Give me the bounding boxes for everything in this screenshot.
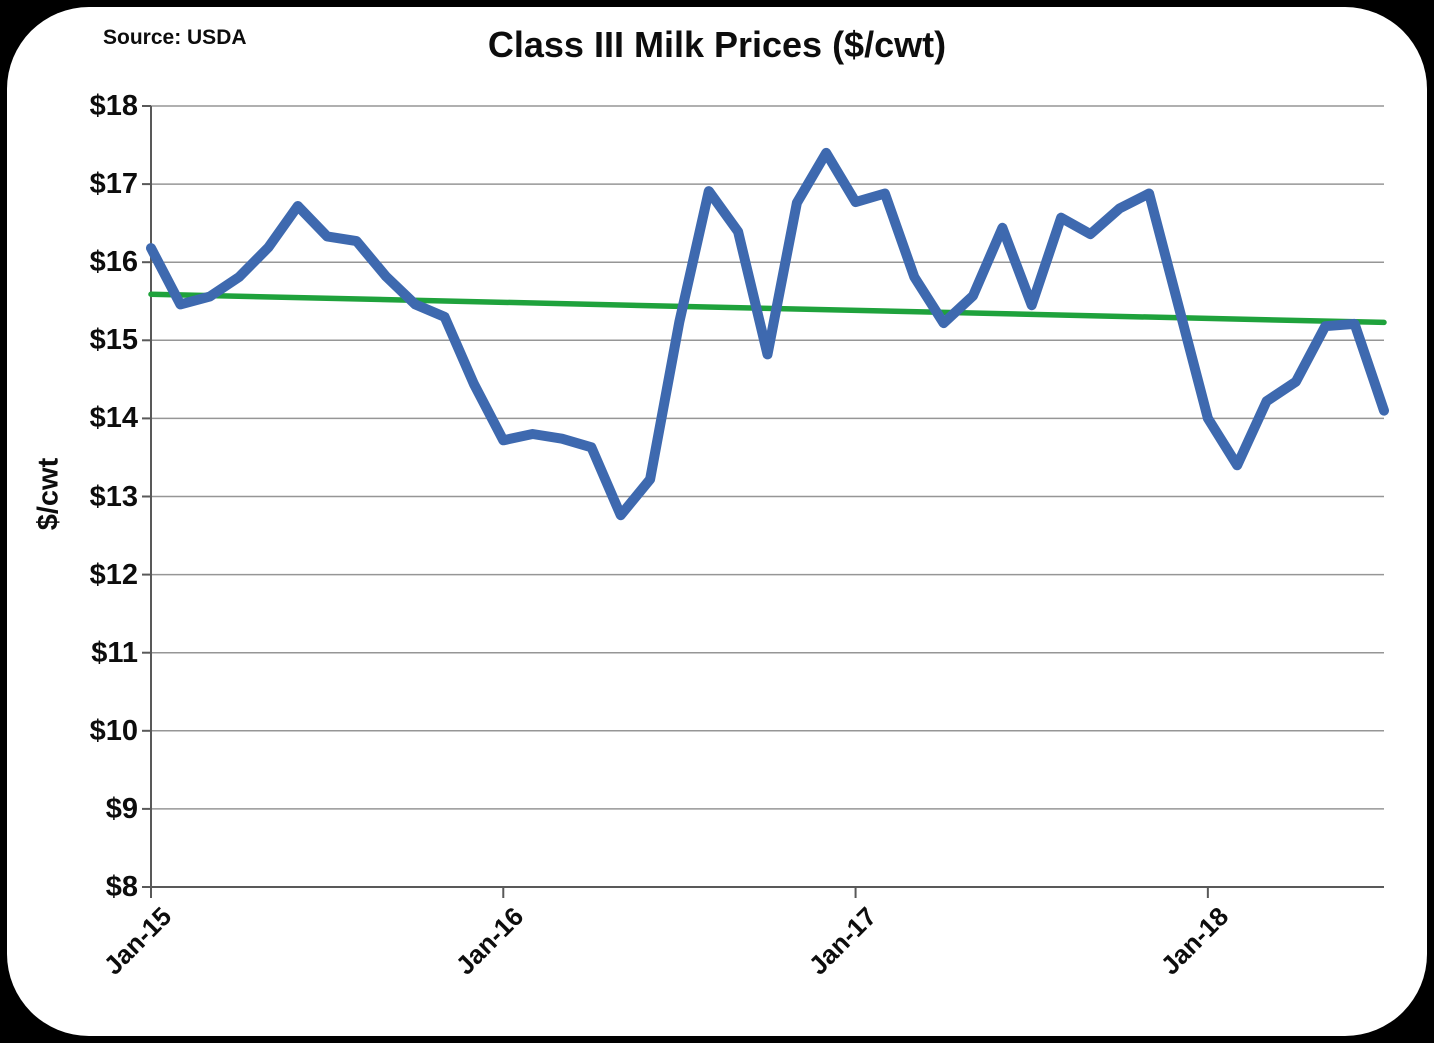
- y-tick-label: $15: [89, 324, 138, 357]
- source-note: Source: USDA: [103, 26, 247, 49]
- y-tick-label: $16: [89, 246, 138, 279]
- y-tick-label: $9: [105, 792, 138, 825]
- y-tick-label: $17: [89, 168, 138, 201]
- y-tick-label: $13: [89, 480, 138, 513]
- y-tick-label: $12: [89, 558, 138, 591]
- price-line-series: [146, 147, 1389, 521]
- y-tick-label: $8: [105, 871, 138, 903]
- y-tick-label: $10: [89, 714, 138, 747]
- y-tick-label: $11: [91, 636, 138, 669]
- x-tick-label: Jan-16: [450, 901, 530, 981]
- y-tick-label: $18: [89, 90, 138, 122]
- y-tick-label: $14: [89, 402, 138, 435]
- x-tick-label: Jan-18: [1154, 901, 1235, 981]
- y-axis-tick-labels: $8 $9 $10 $11 $12 $13 $14 $15 $16 $17 $18: [0, 0, 138, 1043]
- chart-card: [7, 7, 1427, 1036]
- x-tick-label: Jan-17: [802, 901, 882, 981]
- chart-title: Class III Milk Prices ($/cwt): [487, 24, 947, 65]
- x-tick-label: Jan-15: [97, 901, 178, 981]
